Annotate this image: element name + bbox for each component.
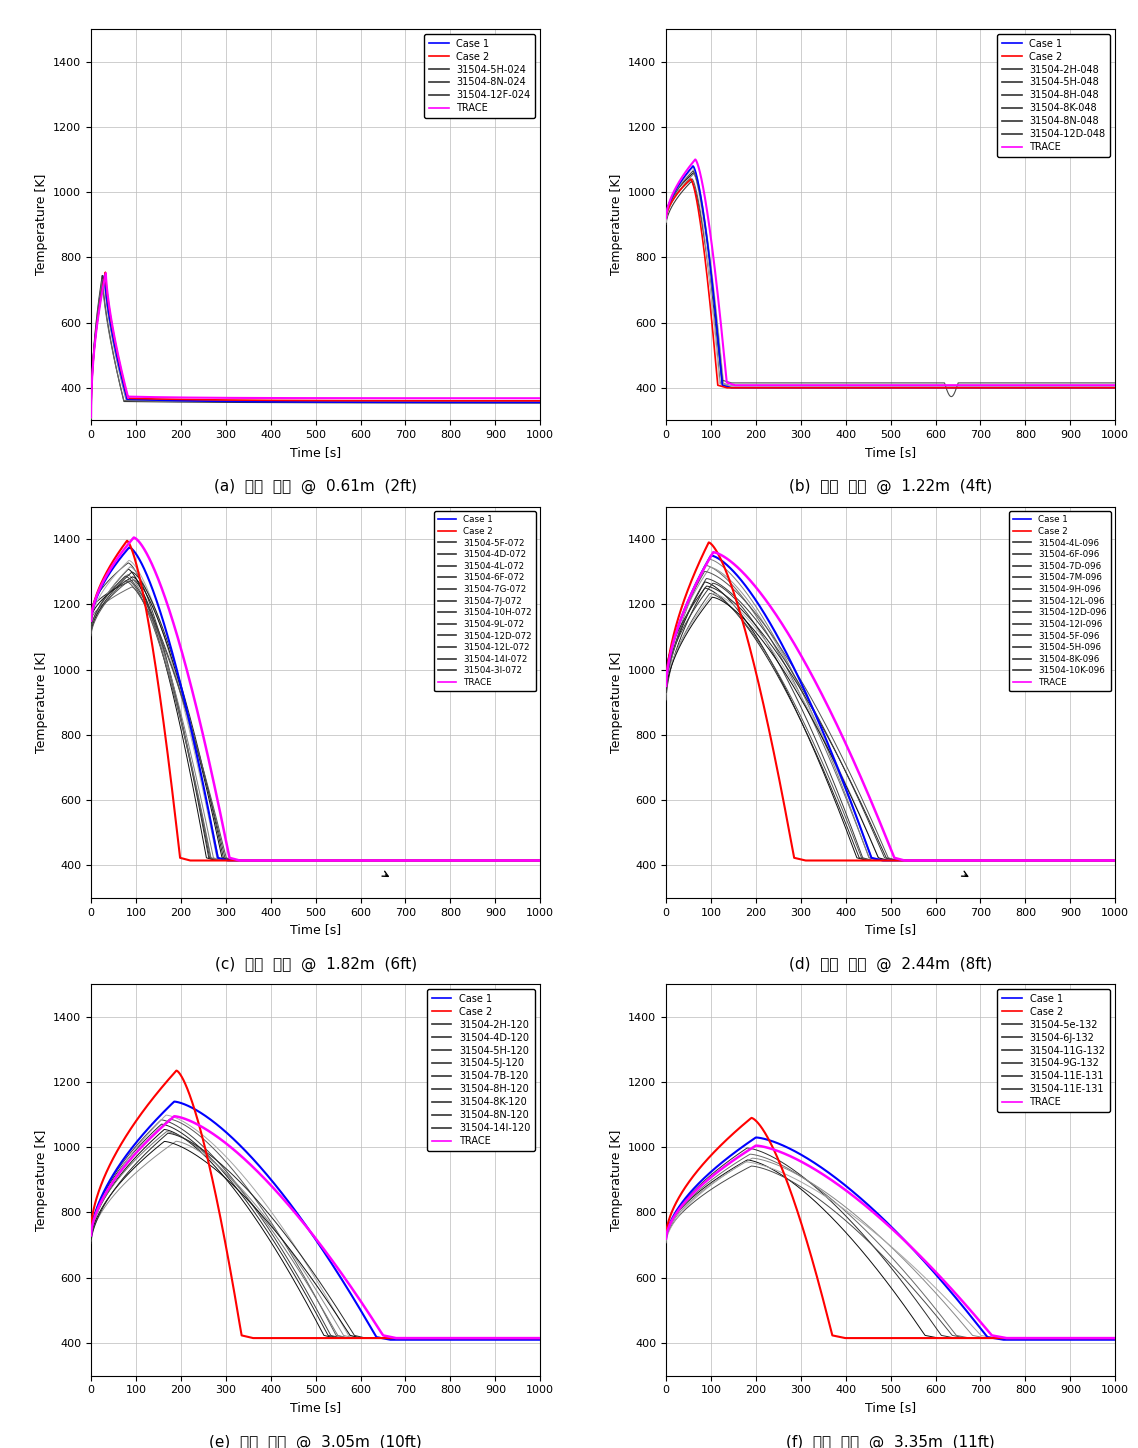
Legend: Case 1, Case 2, 31504-2H-048, 31504-5H-048, 31504-8H-048, 31504-8K-048, 31504-8N: Case 1, Case 2, 31504-2H-048, 31504-5H-0… [997,33,1111,156]
Y-axis label: Temperature [K]: Temperature [K] [34,1129,48,1231]
Text: (a)  벽면  온도  @  0.61m  (2ft): (a) 벽면 온도 @ 0.61m (2ft) [214,479,418,494]
Legend: Case 1, Case 2, 31504-5e-132, 31504-6J-132, 31504-11G-132, 31504-9G-132, 31504-1: Case 1, Case 2, 31504-5e-132, 31504-6J-1… [997,989,1111,1112]
X-axis label: Time [s]: Time [s] [290,924,341,937]
Text: (c)  벽면  온도  @  1.82m  (6ft): (c) 벽면 온도 @ 1.82m (6ft) [215,957,417,972]
X-axis label: Time [s]: Time [s] [865,924,916,937]
Y-axis label: Temperature [K]: Temperature [K] [34,652,48,753]
Y-axis label: Temperature [K]: Temperature [K] [610,174,622,275]
Legend: Case 1, Case 2, 31504-5H-024, 31504-8N-024, 31504-12F-024, TRACE: Case 1, Case 2, 31504-5H-024, 31504-8N-0… [424,33,535,119]
Text: (d)  벽면  온도  @  2.44m  (8ft): (d) 벽면 온도 @ 2.44m (8ft) [789,957,992,972]
X-axis label: Time [s]: Time [s] [290,446,341,459]
Y-axis label: Temperature [K]: Temperature [K] [34,174,48,275]
Y-axis label: Temperature [K]: Temperature [K] [610,652,622,753]
Legend: Case 1, Case 2, 31504-2H-120, 31504-4D-120, 31504-5H-120, 31504-5J-120, 31504-7B: Case 1, Case 2, 31504-2H-120, 31504-4D-1… [427,989,535,1151]
Y-axis label: Temperature [K]: Temperature [K] [610,1129,622,1231]
X-axis label: Time [s]: Time [s] [865,446,916,459]
X-axis label: Time [s]: Time [s] [290,1400,341,1413]
X-axis label: Time [s]: Time [s] [865,1400,916,1413]
Legend: Case 1, Case 2, 31504-5F-072, 31504-4D-072, 31504-4L-072, 31504-6F-072, 31504-7G: Case 1, Case 2, 31504-5F-072, 31504-4D-0… [434,511,536,692]
Text: (e)  벽면  온도  @  3.05m  (10ft): (e) 벽면 온도 @ 3.05m (10ft) [209,1435,422,1448]
Text: (b)  벽면  온도  @  1.22m  (4ft): (b) 벽면 온도 @ 1.22m (4ft) [789,479,992,494]
Text: (f)  벽면  온도  @  3.35m  (11ft): (f) 벽면 온도 @ 3.35m (11ft) [786,1435,995,1448]
Legend: Case 1, Case 2, 31504-4L-096, 31504-6F-096, 31504-7D-096, 31504-7M-096, 31504-9H: Case 1, Case 2, 31504-4L-096, 31504-6F-0… [1009,511,1111,692]
